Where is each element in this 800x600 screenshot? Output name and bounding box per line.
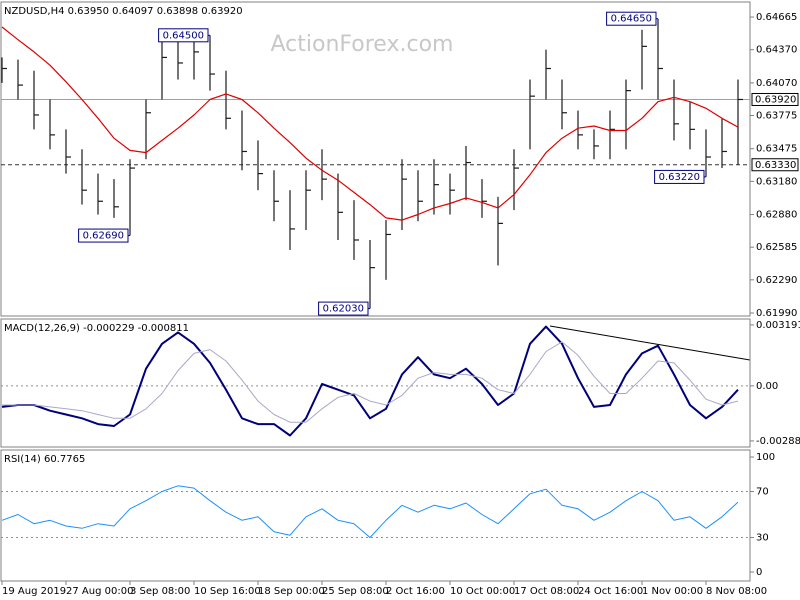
x-tick-label: 19 Aug 2019	[2, 586, 66, 597]
annotation-box	[78, 228, 129, 243]
y-tick-label: 0.61990	[756, 308, 797, 319]
price-level-label: 0.63330	[755, 160, 796, 171]
x-tick-label: 10 Sep 16:00	[194, 586, 261, 597]
y-tick-label: 0.63180	[756, 176, 797, 187]
price-level-box	[751, 158, 799, 172]
y-tick-label: 0.003191	[756, 320, 800, 331]
x-tick-label: 27 Aug 00:00	[66, 586, 133, 597]
panel-title: NZDUSD,H4 0.63950 0.64097 0.63898 0.6392…	[4, 6, 243, 17]
macd-trendline	[549, 325, 751, 361]
series-line	[2, 341, 739, 423]
y-tick-label: 0.00	[756, 381, 778, 392]
y-tick-label: 0.63475	[756, 144, 797, 155]
y-tick-label: -0.002882	[756, 436, 800, 447]
annotation-box	[606, 11, 657, 26]
x-tick-label: 17 Oct 08:00	[514, 586, 579, 597]
x-tick-label: 18 Sep 00:00	[258, 586, 325, 597]
annotation-label: 0.62030	[323, 304, 364, 315]
annotation-label: 0.63220	[659, 172, 700, 183]
y-tick-label: 0.64665	[756, 12, 797, 23]
panel-title: MACD(12,26,9) -0.000229 -0.000811	[4, 323, 189, 334]
y-tick-label: 0	[756, 567, 762, 578]
y-tick-label: 0.64370	[756, 45, 797, 56]
y-tick-label: 0.63775	[756, 111, 797, 122]
annotation-label: 0.64500	[163, 30, 204, 41]
y-tick-label: 0.62880	[756, 210, 797, 221]
y-tick-label: 70	[756, 487, 769, 498]
annotation-box	[654, 169, 705, 184]
x-tick-label: 24 Oct 16:00	[578, 586, 643, 597]
panel-frame	[0, 449, 751, 582]
annotation-label: 0.64650	[611, 14, 652, 25]
x-tick-label: 1 Nov 00:00	[642, 586, 703, 597]
series-line	[1, 26, 739, 221]
price-level-label: 0.63920	[755, 94, 796, 105]
y-tick-label: 0.62290	[756, 275, 797, 286]
panel-title: RSI(14) 60.7765	[4, 454, 85, 465]
x-tick-label: 8 Nov 08:00	[706, 586, 767, 597]
panel-frame	[0, 1, 751, 317]
y-tick-label: 30	[756, 533, 769, 544]
watermark: ActionForex.com	[271, 32, 454, 57]
annotation-box	[318, 301, 369, 316]
series-line	[1, 325, 739, 437]
x-tick-label: 25 Sep 08:00	[322, 586, 389, 597]
x-tick-label: 3 Sep 08:00	[130, 586, 190, 597]
price-level-box	[751, 92, 799, 106]
y-tick-label: 0.62585	[756, 242, 797, 253]
annotation-box	[158, 28, 209, 43]
series-line	[1, 485, 739, 538]
y-tick-label: 100	[756, 452, 775, 463]
y-tick-label: 0.64070	[756, 78, 797, 89]
x-tick-label: 2 Oct 16:00	[386, 586, 445, 597]
annotation-label: 0.62690	[83, 231, 124, 242]
x-tick-label: 10 Oct 00:00	[450, 586, 515, 597]
panel-frame	[0, 318, 751, 448]
